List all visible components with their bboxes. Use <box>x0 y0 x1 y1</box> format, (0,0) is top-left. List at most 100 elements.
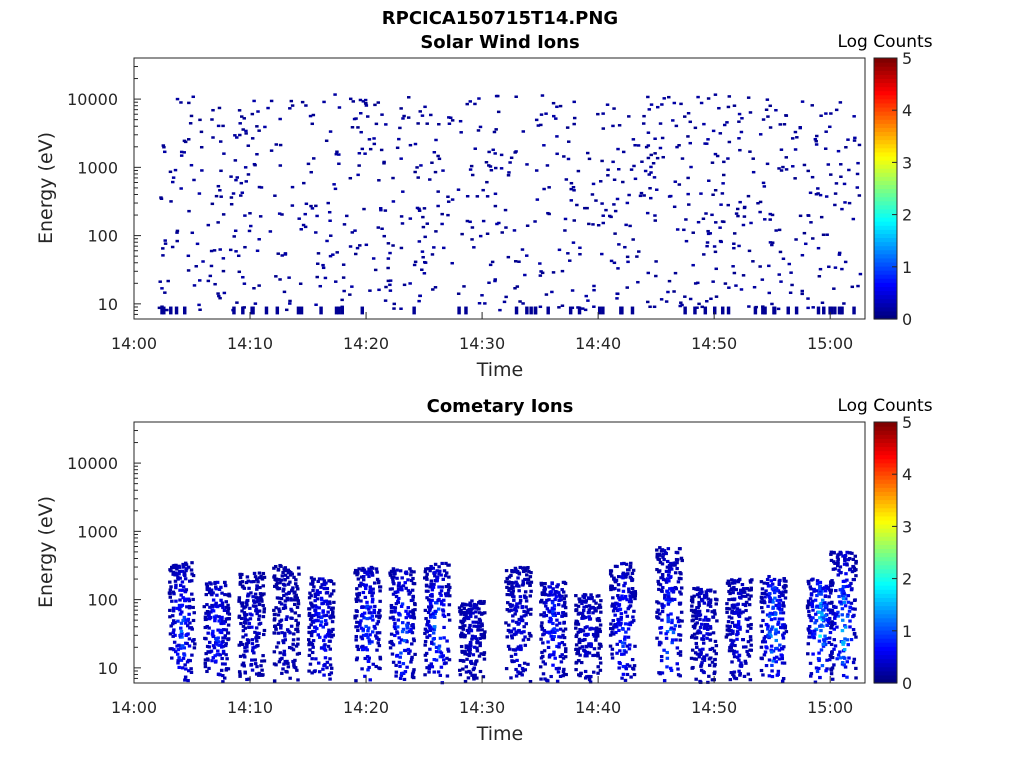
spectrogram-cell <box>846 594 851 598</box>
spectrogram-cell <box>505 585 509 590</box>
spectrogram-cell <box>628 575 633 579</box>
spectrogram-cell <box>555 623 559 627</box>
spectrogram-cell <box>384 285 388 289</box>
spectrogram-cell <box>462 606 466 611</box>
spectrogram-cell <box>317 577 322 581</box>
spectrogram-cell <box>367 639 372 643</box>
spectrogram-cell <box>736 620 741 624</box>
spectrogram-cell <box>307 653 312 657</box>
spectrogram-cell <box>238 572 242 576</box>
spectrogram-cell <box>334 152 339 156</box>
spectrogram-cell <box>581 608 586 613</box>
spectrogram-cell <box>252 599 256 603</box>
spectrogram-cell <box>188 122 193 125</box>
spectrogram-cell <box>377 611 381 615</box>
spectrogram-cell <box>805 604 810 608</box>
colorbar-swatch <box>874 90 897 96</box>
spectrogram-cell <box>611 602 615 606</box>
spectrogram-cell <box>261 615 266 619</box>
spectrogram-cell <box>374 664 378 669</box>
spectrogram-cell <box>591 653 595 658</box>
spectrogram-cell <box>646 300 650 304</box>
spectrogram-cell <box>857 143 862 147</box>
colorbar-tick-label: 3 <box>902 153 912 172</box>
spectrogram-cell <box>742 587 746 591</box>
spectrogram-cell <box>828 125 832 129</box>
spectrogram-cell <box>316 661 321 665</box>
spectrogram-cell <box>749 586 753 590</box>
spectrogram-cell <box>766 635 771 639</box>
x-tick-label: 14:30 <box>459 698 505 717</box>
spectrogram-cell <box>630 657 635 662</box>
spectrogram-cell <box>690 595 694 599</box>
spectrogram-cell <box>702 626 707 630</box>
spectrogram-cell <box>730 621 735 625</box>
spectrogram-cell <box>662 679 667 683</box>
spectrogram-cell <box>313 599 317 603</box>
spectrogram-cell <box>577 640 582 645</box>
spectrogram-cell <box>706 618 711 622</box>
spectrogram-cell <box>784 114 788 117</box>
spectrogram-cell <box>379 148 384 152</box>
spectrogram-cell <box>727 583 732 588</box>
spectrogram-cell <box>472 677 476 681</box>
spectrogram-cell <box>563 627 568 631</box>
spectrogram-cell <box>162 306 166 315</box>
spectrogram-cell <box>521 566 525 570</box>
spectrogram-cell <box>596 654 600 658</box>
spectrogram-cell <box>442 603 446 607</box>
spectrogram-cell <box>421 215 425 219</box>
spectrogram-cell <box>835 555 840 559</box>
spectrogram-cell <box>388 573 393 577</box>
spectrogram-cell <box>436 190 440 193</box>
spectrogram-cell <box>272 618 277 622</box>
spectrogram-cell <box>169 624 173 628</box>
spectrogram-cell <box>857 194 862 197</box>
spectrogram-cell <box>732 670 737 674</box>
spectrogram-cell <box>246 173 251 176</box>
spectrogram-cell <box>294 593 298 597</box>
colorbar-swatch <box>874 605 897 611</box>
spectrogram-cell <box>703 622 708 627</box>
spectrogram-cell <box>218 248 222 251</box>
spectrogram-cell <box>204 582 209 586</box>
spectrogram-cell <box>533 306 538 315</box>
spectrogram-cell <box>222 676 227 680</box>
spectrogram-cell <box>714 221 718 224</box>
spectrogram-cell <box>548 620 553 624</box>
spectrogram-cell <box>549 634 553 638</box>
spectrogram-cell <box>316 633 320 637</box>
spectrogram-cell <box>833 266 838 269</box>
spectrogram-cell <box>429 662 434 666</box>
spectrogram-cell <box>697 302 701 306</box>
spectrogram-cell <box>652 305 657 309</box>
spectrogram-cell <box>805 606 810 610</box>
spectrogram-cell <box>213 616 217 620</box>
spectrogram-cell <box>254 636 258 640</box>
spectrogram-cell <box>188 621 192 625</box>
colorbar-swatch <box>874 613 897 619</box>
spectrogram-cell <box>688 297 693 301</box>
spectrogram-cell <box>760 587 765 591</box>
spectrogram-cell <box>292 632 296 636</box>
spectrogram-cell <box>311 588 315 593</box>
spectrogram-cell <box>844 597 848 601</box>
spectrogram-cell <box>667 279 672 283</box>
spectrogram-cell <box>811 237 815 240</box>
spectrogram-cell <box>288 299 292 303</box>
spectrogram-cell <box>359 599 363 603</box>
spectrogram-cell <box>552 653 556 657</box>
spectrogram-cell <box>566 140 571 143</box>
spectrogram-cell <box>474 603 479 607</box>
spectrogram-cell <box>828 658 832 662</box>
spectrogram-cell <box>649 165 653 169</box>
spectrogram-cell <box>392 302 397 306</box>
spectrogram-cell <box>447 563 451 567</box>
spectrogram-cell <box>292 602 297 607</box>
spectrogram-cell <box>675 662 679 666</box>
spectrogram-cell <box>660 671 665 675</box>
spectrogram-cell <box>485 232 490 236</box>
spectrogram-cell <box>844 146 848 149</box>
spectrogram-cell <box>274 663 278 667</box>
spectrogram-cell <box>356 647 361 652</box>
